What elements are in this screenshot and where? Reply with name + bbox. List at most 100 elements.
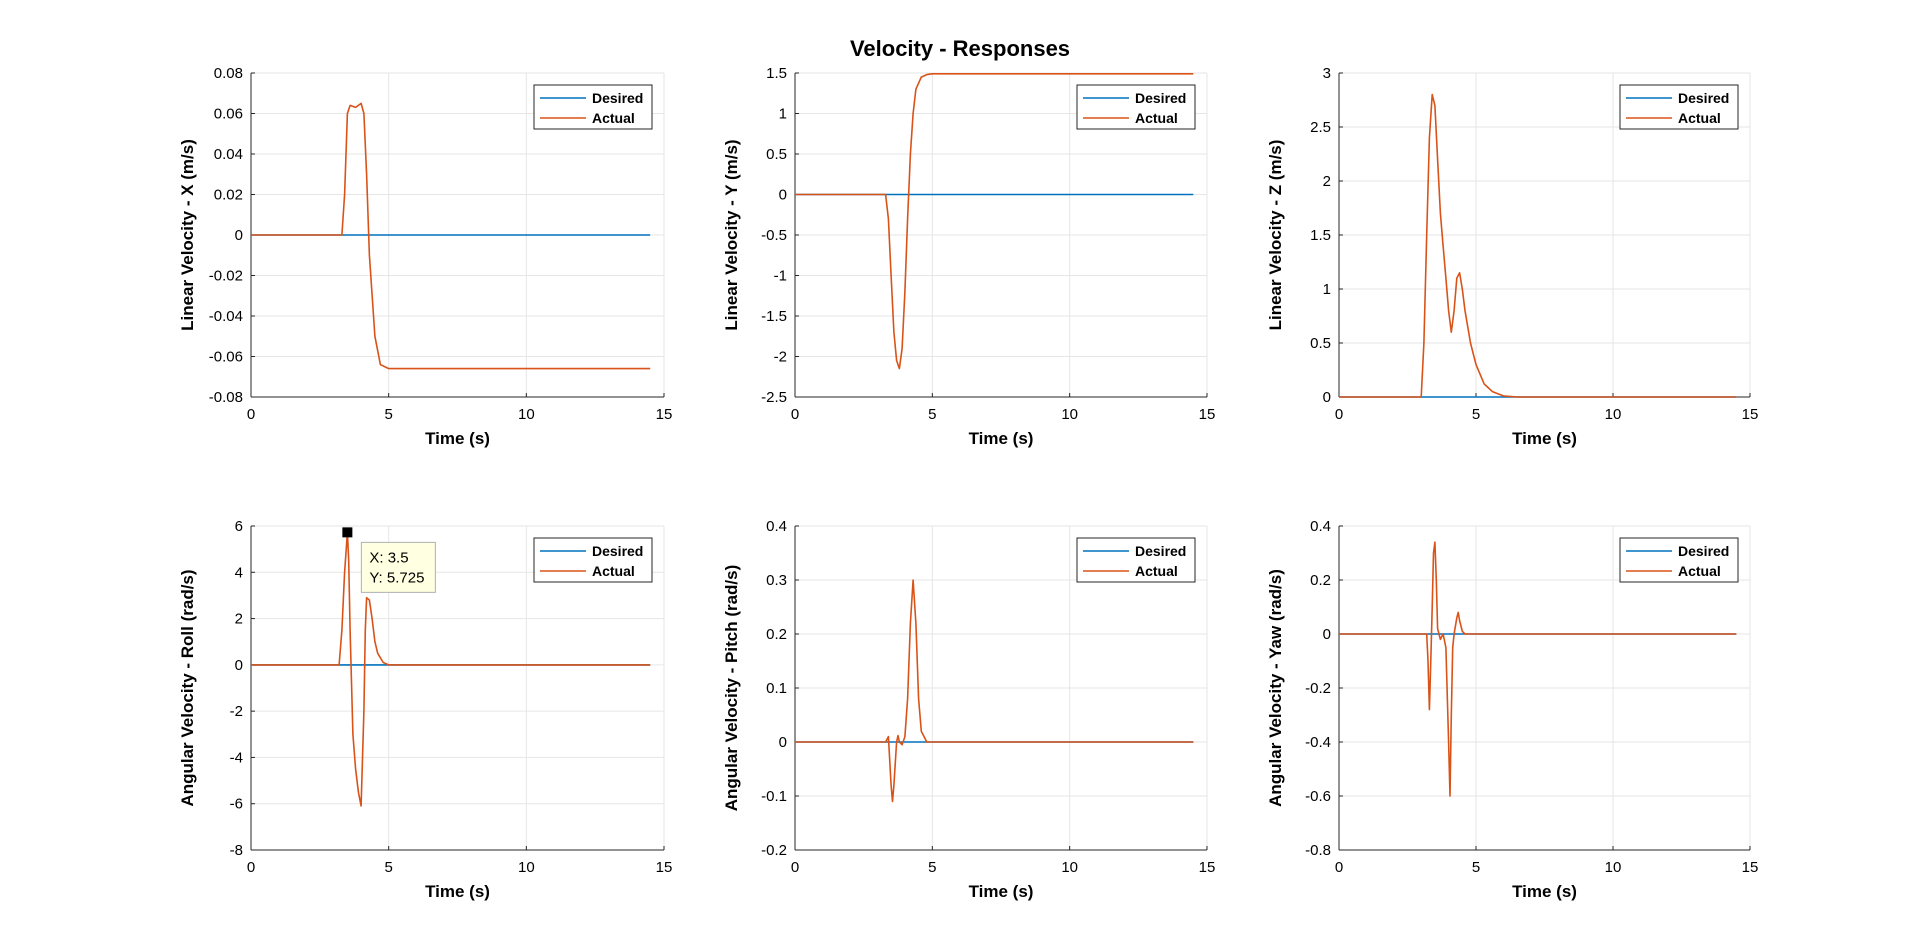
y-tick-label: 0.02 xyxy=(214,187,243,204)
y-axis-label: Angular Velocity - Pitch (rad/s) xyxy=(722,565,741,812)
y-tick-label: 2.5 xyxy=(1310,119,1331,136)
y-tick-label: 0.3 xyxy=(766,572,787,589)
y-tick-label: 0.4 xyxy=(766,518,787,535)
y-tick-label: -8 xyxy=(230,842,243,859)
legend-box xyxy=(533,537,653,583)
x-tick-label: 10 xyxy=(1605,406,1622,423)
x-tick-label: 0 xyxy=(247,859,255,876)
y-tick-label: 0.1 xyxy=(766,680,787,697)
legend: Desired Actual xyxy=(533,84,653,130)
y-tick-label: 0 xyxy=(1323,626,1331,643)
x-tick-label: 5 xyxy=(384,859,392,876)
y-tick-label: -1 xyxy=(774,268,787,285)
y-tick-label: 0.4 xyxy=(1310,518,1331,535)
x-tick-label: 5 xyxy=(384,406,392,423)
x-tick-label: 15 xyxy=(1742,859,1759,876)
y-tick-label: 2 xyxy=(235,611,243,628)
y-tick-label: 0.08 xyxy=(214,65,243,82)
subplot-6: 0 5 10 15 -0.8 -0.6 -0.4 -0.2 0 0.2 0.4 Time (s) Ang… xyxy=(1266,518,1758,901)
x-tick-label: 10 xyxy=(518,406,535,423)
y-tick-label: -0.8 xyxy=(1305,842,1331,859)
datatip-box xyxy=(360,541,436,593)
datatip: X: 3.5 Y: 5.725 xyxy=(342,527,436,593)
x-tick-label: 15 xyxy=(1199,406,1216,423)
datatip-x-value: X: 3.5 xyxy=(369,549,408,566)
legend: Desired Actual xyxy=(1619,537,1739,583)
legend-entry-desired: Desired xyxy=(1135,543,1186,559)
series-line-actual xyxy=(251,102,651,370)
y-tick-label: -0.06 xyxy=(209,349,243,366)
datatip-marker xyxy=(342,527,353,538)
x-tick-label: 0 xyxy=(791,406,799,423)
y-tick-label: 0 xyxy=(235,657,243,674)
x-axis-label: Time (s) xyxy=(1512,882,1577,901)
y-tick-label: 0 xyxy=(1323,389,1331,406)
subplot-3: 0 5 10 15 0 0.5 1 1.5 2 2.5 3 Time (s) Linear Veloci… xyxy=(1266,65,1758,448)
legend-entry-desired: Desired xyxy=(1135,90,1186,106)
y-tick-label: -0.02 xyxy=(209,268,243,285)
x-tick-label: 15 xyxy=(656,859,673,876)
legend-box xyxy=(1076,84,1196,130)
x-tick-label: 0 xyxy=(1335,406,1343,423)
legend: Desired Actual xyxy=(1619,84,1739,130)
x-axis-label: Time (s) xyxy=(969,429,1034,448)
y-tick-label: -0.4 xyxy=(1305,734,1331,751)
y-axis-label: Angular Velocity - Yaw (rad/s) xyxy=(1266,569,1285,807)
y-tick-label: 1.5 xyxy=(766,65,787,82)
y-axis-label: Angular Velocity - Roll (rad/s) xyxy=(178,569,197,806)
y-tick-label: 0.2 xyxy=(1310,572,1331,589)
legend-entry-actual: Actual xyxy=(1678,110,1721,126)
legend-entry-actual: Actual xyxy=(1135,110,1178,126)
subplot-4: 0 5 10 15 -8 -6 -4 -2 0 2 4 6 Time (s) Angular Veloci… xyxy=(178,518,672,901)
legend-box xyxy=(1076,537,1196,583)
y-tick-label: 6 xyxy=(235,518,243,535)
y-tick-label: -6 xyxy=(230,796,243,813)
y-tick-label: 0.06 xyxy=(214,106,243,123)
x-tick-label: 10 xyxy=(1061,859,1078,876)
x-tick-label: 15 xyxy=(656,406,673,423)
y-tick-label: 3 xyxy=(1323,65,1331,82)
x-tick-label: 10 xyxy=(518,859,535,876)
y-tick-label: -0.1 xyxy=(761,788,787,805)
y-tick-label: 2 xyxy=(1323,173,1331,190)
y-tick-label: 0.5 xyxy=(1310,335,1331,352)
subplot-2: 0 5 10 15 -2.5 -2 -1.5 -1 -0.5 0 0.5 1 1.5 Time (s) Li… xyxy=(722,65,1215,448)
y-axis-label: Linear Velocity - X (m/s) xyxy=(178,139,197,331)
x-tick-label: 0 xyxy=(791,859,799,876)
legend-entry-desired: Desired xyxy=(1678,90,1729,106)
legend-entry-actual: Actual xyxy=(1678,563,1721,579)
series-line-actual xyxy=(1339,93,1737,398)
y-tick-label: 0 xyxy=(779,734,787,751)
y-tick-label: 1.5 xyxy=(1310,227,1331,244)
y-tick-label: -0.6 xyxy=(1305,788,1331,805)
legend-entry-desired: Desired xyxy=(592,90,643,106)
legend-box xyxy=(533,84,653,130)
y-tick-label: -0.04 xyxy=(209,308,243,325)
subplots: 0 5 10 15-0.08-0.06-0.04-0.0200.020.040.060… xyxy=(178,65,1758,901)
x-tick-label: 15 xyxy=(1199,859,1216,876)
legend-box xyxy=(1619,537,1739,583)
y-tick-label: -2 xyxy=(774,349,787,366)
series-line-actual xyxy=(251,531,651,807)
y-tick-label: 1 xyxy=(779,106,787,123)
x-tick-label: 5 xyxy=(928,406,936,423)
y-tick-label: -4 xyxy=(230,749,243,766)
y-axis-label: Linear Velocity - Z (m/s) xyxy=(1266,140,1285,331)
x-tick-label: 0 xyxy=(247,406,255,423)
series-line-actual xyxy=(1339,541,1737,797)
y-tick-label: -2 xyxy=(230,703,243,720)
x-tick-label: 5 xyxy=(1472,406,1480,423)
x-axis-label: Time (s) xyxy=(425,429,490,448)
y-tick-label: -0.2 xyxy=(1305,680,1331,697)
figure-title: Velocity - Responses xyxy=(850,36,1070,61)
y-tick-label: -1.5 xyxy=(761,308,787,325)
y-axis-label: Linear Velocity - Y (m/s) xyxy=(722,139,741,330)
x-axis-label: Time (s) xyxy=(969,882,1034,901)
series-line-actual xyxy=(795,579,1194,803)
x-tick-label: 15 xyxy=(1742,406,1759,423)
y-tick-label: -0.5 xyxy=(761,227,787,244)
series-line-actual xyxy=(795,73,1194,370)
x-tick-label: 10 xyxy=(1605,859,1622,876)
x-axis-label: Time (s) xyxy=(1512,429,1577,448)
y-tick-label: 4 xyxy=(235,564,243,581)
